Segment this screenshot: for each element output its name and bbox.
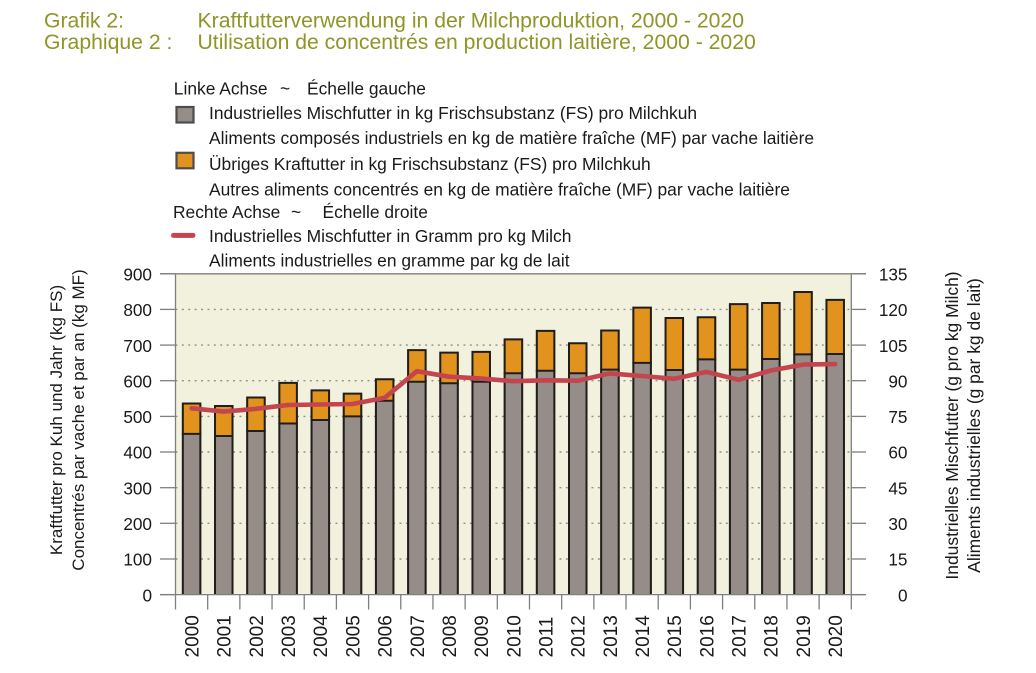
svg-text:2018: 2018 bbox=[762, 615, 783, 657]
svg-text:2010: 2010 bbox=[504, 615, 525, 657]
svg-text:Échelle gauche: Échelle gauche bbox=[307, 78, 426, 98]
svg-text:2013: 2013 bbox=[601, 615, 622, 657]
svg-text:Autres aliments concentrés en: Autres aliments concentrés en kg de mati… bbox=[209, 179, 790, 199]
svg-text:2008: 2008 bbox=[440, 615, 461, 657]
svg-text:Échelle droite: Échelle droite bbox=[323, 202, 428, 222]
svg-text:2014: 2014 bbox=[633, 615, 654, 658]
svg-text:200: 200 bbox=[123, 514, 152, 534]
svg-text:Graphique 2 :: Graphique 2 : bbox=[44, 31, 172, 54]
svg-text:900: 900 bbox=[123, 265, 152, 285]
svg-text:2006: 2006 bbox=[376, 615, 397, 657]
svg-text:15: 15 bbox=[888, 550, 907, 570]
svg-text:Grafik 2:: Grafik 2: bbox=[44, 10, 124, 33]
svg-text:Utilisation de concentrés en p: Utilisation de concentrés en production … bbox=[198, 31, 756, 54]
svg-text:800: 800 bbox=[123, 300, 152, 320]
svg-text:60: 60 bbox=[888, 443, 907, 463]
svg-text:Industrielles Mischfutter in G: Industrielles Mischfutter in Gramm pro k… bbox=[209, 226, 571, 246]
svg-text:~: ~ bbox=[291, 202, 301, 222]
svg-text:Kraftfutter pro Kuh und Jahr (: Kraftfutter pro Kuh und Jahr (kg FS) bbox=[47, 285, 66, 555]
svg-text:Aliments industrielles en gram: Aliments industrielles en gramme par kg … bbox=[209, 251, 570, 271]
svg-text:2012: 2012 bbox=[569, 615, 590, 657]
svg-text:105: 105 bbox=[879, 336, 908, 356]
svg-text:Rechte Achse: Rechte Achse bbox=[173, 202, 280, 222]
svg-text:2015: 2015 bbox=[665, 615, 686, 657]
svg-text:30: 30 bbox=[888, 514, 907, 534]
svg-text:90: 90 bbox=[888, 371, 907, 391]
svg-text:Aliments industrielles (g par: Aliments industrielles (g par kg de lait… bbox=[964, 278, 984, 573]
svg-text:2016: 2016 bbox=[697, 615, 718, 657]
svg-text:135: 135 bbox=[879, 265, 908, 285]
svg-text:0: 0 bbox=[142, 585, 152, 605]
svg-text:100: 100 bbox=[123, 550, 152, 570]
svg-text:500: 500 bbox=[123, 407, 152, 427]
svg-text:400: 400 bbox=[123, 443, 152, 463]
svg-text:Linke Achse: Linke Achse bbox=[174, 78, 268, 98]
svg-text:600: 600 bbox=[123, 371, 152, 391]
svg-text:2020: 2020 bbox=[826, 615, 847, 657]
svg-text:2000: 2000 bbox=[183, 615, 204, 657]
svg-text:Concentrés par vache et par an: Concentrés par vache et par an (kg MF) bbox=[69, 269, 88, 570]
svg-text:2005: 2005 bbox=[343, 615, 364, 657]
svg-text:2001: 2001 bbox=[215, 615, 236, 657]
svg-text:0: 0 bbox=[898, 585, 908, 605]
svg-text:2002: 2002 bbox=[247, 615, 268, 657]
svg-text:45: 45 bbox=[888, 478, 907, 498]
svg-text:2017: 2017 bbox=[730, 615, 751, 657]
svg-text:Industrielles Mischfutter in k: Industrielles Mischfutter in kg Frischsu… bbox=[209, 103, 697, 123]
svg-text:2009: 2009 bbox=[472, 615, 493, 657]
svg-text:Aliments composés industriels: Aliments composés industriels en kg de m… bbox=[209, 128, 814, 148]
svg-text:120: 120 bbox=[879, 300, 908, 320]
svg-text:~: ~ bbox=[280, 78, 290, 98]
svg-text:Industrielles Mischfutter (g p: Industrielles Mischfutter (g pro kg Milc… bbox=[942, 271, 962, 579]
svg-text:2004: 2004 bbox=[311, 615, 332, 658]
svg-text:Übriges Kraftutter in kg Frisc: Übriges Kraftutter in kg Frischsubstanz … bbox=[209, 154, 651, 174]
svg-text:75: 75 bbox=[888, 407, 907, 427]
svg-text:2003: 2003 bbox=[279, 615, 300, 657]
svg-text:2019: 2019 bbox=[794, 615, 815, 657]
svg-text:2007: 2007 bbox=[408, 615, 429, 657]
svg-text:Kraftfutterverwendung in der M: Kraftfutterverwendung in der Milchproduk… bbox=[198, 10, 745, 33]
svg-text:300: 300 bbox=[123, 478, 152, 498]
svg-text:2011: 2011 bbox=[537, 617, 558, 658]
svg-text:700: 700 bbox=[123, 336, 152, 356]
